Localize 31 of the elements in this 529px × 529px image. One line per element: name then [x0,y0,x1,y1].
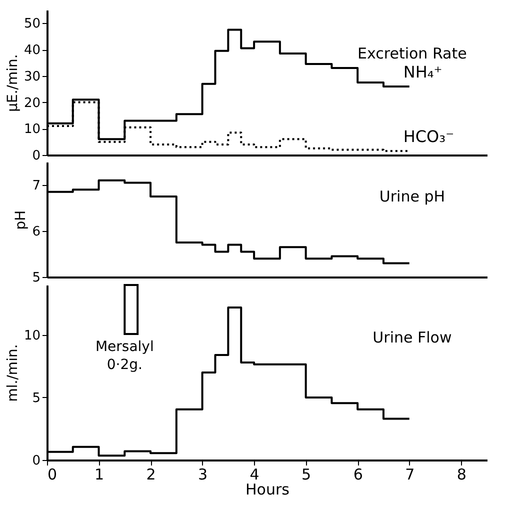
x-tick-label: 1 [94,466,104,484]
y-tick-label: 20 [24,96,40,111]
y-tick-label: 30 [24,69,40,84]
x-tick-label: 2 [146,466,156,484]
y-tick-label: 10 [24,328,40,344]
y-tick-label: 40 [24,43,40,58]
annotation: Urine Flow [372,328,452,346]
x-tick-label: 3 [198,466,208,484]
x-tick-label: 7 [405,466,415,484]
y-axis-title: pH [13,210,30,230]
band-label: Mersalyl 0·2g. [95,339,154,373]
y-axis-title: ml./min. [4,344,21,402]
y-tick-label: 5 [32,391,40,406]
x-axis-title: Hours [246,480,290,498]
x-tick-label: 4 [250,466,260,484]
y-tick-label: 50 [24,16,40,32]
x-tick-label: 8 [456,466,466,484]
y-tick-label: 5 [32,270,40,286]
y-tick-label: 0 [32,148,40,164]
series-label: HCO₃⁻ [403,127,454,146]
x-tick-label: 6 [353,466,363,484]
annotation: Urine pH [379,188,446,206]
x-tick-label: 0 [48,466,58,484]
series-label: NH₄⁺ [403,62,442,82]
y-tick-label: 0 [32,454,40,468]
y-axis-title: μE./min. [4,54,21,112]
y-tick-label: 7 [32,178,40,194]
annotation: Excretion Rate [358,44,467,62]
y-tick-label: 6 [32,224,40,240]
x-tick-label: 5 [302,466,312,484]
y-tick-label: 10 [24,122,40,138]
